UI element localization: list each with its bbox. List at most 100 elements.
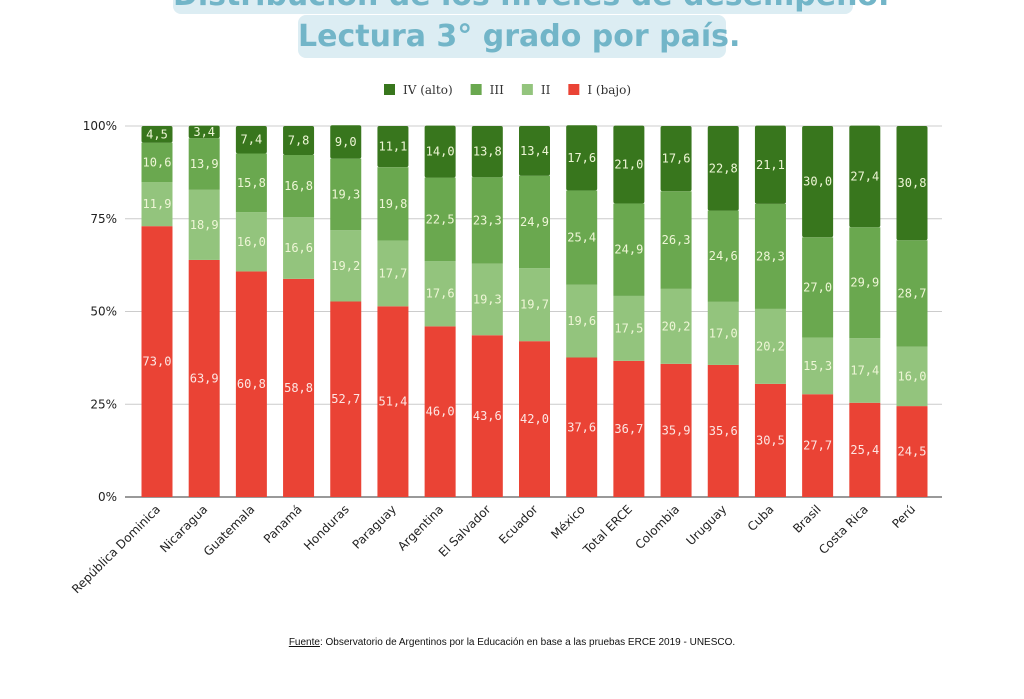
bar-segment [566, 284, 598, 358]
data-label: 29,9 [850, 276, 879, 290]
bar-segment [519, 341, 550, 497]
data-label: 63,9 [190, 371, 219, 385]
y-tick-label: 0% [98, 490, 117, 504]
data-label: 21,1 [756, 158, 785, 172]
data-label: 22,8 [709, 161, 738, 175]
x-tick-label: Total ERCE [580, 502, 635, 557]
data-label: 26,3 [662, 233, 691, 247]
data-label: 30,8 [898, 176, 927, 190]
bar-segment [235, 271, 267, 497]
data-label: 28,7 [898, 287, 927, 301]
x-tick-label: Panamá [261, 502, 305, 546]
bar-segment [566, 190, 598, 285]
data-label: 73,0 [143, 355, 172, 369]
bar-segment [802, 394, 834, 497]
data-label: 58,8 [284, 381, 313, 395]
data-label: 11,1 [378, 140, 407, 154]
x-tick-label: Perú [889, 502, 918, 531]
data-label: 15,8 [237, 176, 266, 190]
bar-segment [330, 230, 362, 302]
data-label: 43,6 [473, 409, 502, 423]
data-label: 24,5 [898, 445, 927, 459]
bar-segment [754, 203, 786, 309]
data-label: 17,0 [709, 326, 738, 340]
data-label: 21,0 [614, 158, 643, 172]
bar-segment [188, 189, 220, 260]
bar-segment [566, 357, 598, 497]
data-label: 60,8 [237, 377, 266, 391]
bar-segment [519, 126, 550, 176]
bar-segment [141, 182, 173, 227]
bar-segment [849, 402, 881, 497]
legend-label: IV (alto) [403, 83, 453, 97]
bar-segment [613, 360, 645, 497]
footnote-text: : Observatorio de Argentinos por la Educ… [319, 637, 736, 648]
data-label: 4,5 [146, 127, 168, 141]
x-tick-label: Paraguay [350, 502, 400, 552]
legend-label: II [541, 83, 551, 97]
y-tick-label: 50% [90, 305, 117, 319]
bar-segment [141, 142, 173, 183]
data-label: 19,3 [331, 187, 360, 201]
bar-segment [660, 126, 692, 192]
legend-swatch [568, 84, 580, 95]
data-label: 13,8 [473, 145, 502, 159]
bar-segment [330, 125, 362, 159]
x-tick-label: Costa Rica [816, 502, 871, 557]
legend-swatch [470, 84, 482, 95]
bar-segment [519, 268, 550, 342]
bar-segment [377, 240, 409, 307]
bar-segment [283, 217, 315, 279]
data-label: 19,7 [520, 298, 549, 312]
data-label: 16,6 [284, 241, 313, 255]
bar-segment [613, 203, 645, 296]
data-label: 14,0 [426, 145, 455, 159]
bar-segment [660, 363, 692, 497]
bar-segment [802, 337, 834, 395]
bar-segment [283, 126, 315, 155]
bar-segment [424, 261, 456, 327]
data-label: 16,0 [898, 369, 927, 383]
data-label: 17,6 [662, 152, 691, 166]
data-label: 10,6 [143, 155, 172, 169]
data-label: 20,2 [662, 319, 691, 333]
bar-segment [424, 177, 456, 262]
x-tick-label: Colombia [632, 502, 682, 552]
bar-segment [802, 237, 834, 338]
bar-segment [896, 240, 928, 347]
bar-segment [424, 125, 456, 178]
data-label: 3,4 [193, 125, 215, 139]
bar-segment [330, 301, 362, 497]
bar-segment [707, 364, 739, 497]
bar-segment [424, 326, 456, 497]
data-label: 30,5 [756, 433, 785, 447]
data-label: 13,4 [520, 144, 549, 158]
data-label: 13,9 [190, 157, 219, 171]
data-label: 19,3 [473, 292, 502, 306]
y-tick-label: 25% [90, 397, 117, 411]
bar-segment [283, 278, 315, 497]
data-label: 51,4 [378, 395, 407, 409]
bar-segment [471, 335, 503, 497]
footnote-label: Fuente [288, 637, 320, 648]
data-label: 17,7 [378, 266, 407, 280]
x-tick-label: Brasil [790, 502, 824, 536]
bar-segment [283, 154, 315, 218]
data-label: 23,3 [473, 213, 502, 227]
data-label: 17,4 [850, 363, 879, 377]
bar-segment [896, 126, 928, 241]
bar-segment [235, 212, 267, 272]
x-tick-label: México [548, 502, 588, 542]
legend-swatch [384, 84, 395, 95]
data-label: 16,8 [284, 179, 313, 193]
bar-segment [660, 288, 692, 364]
bar-segment [377, 167, 409, 241]
bar-segment [188, 138, 220, 190]
data-label: 46,0 [426, 405, 455, 419]
legend-swatch [521, 84, 533, 95]
data-label: 11,9 [143, 197, 172, 211]
data-label: 20,2 [756, 339, 785, 353]
bar-segment [896, 346, 928, 407]
bar-segment [377, 126, 409, 168]
data-label: 9,0 [335, 135, 357, 149]
